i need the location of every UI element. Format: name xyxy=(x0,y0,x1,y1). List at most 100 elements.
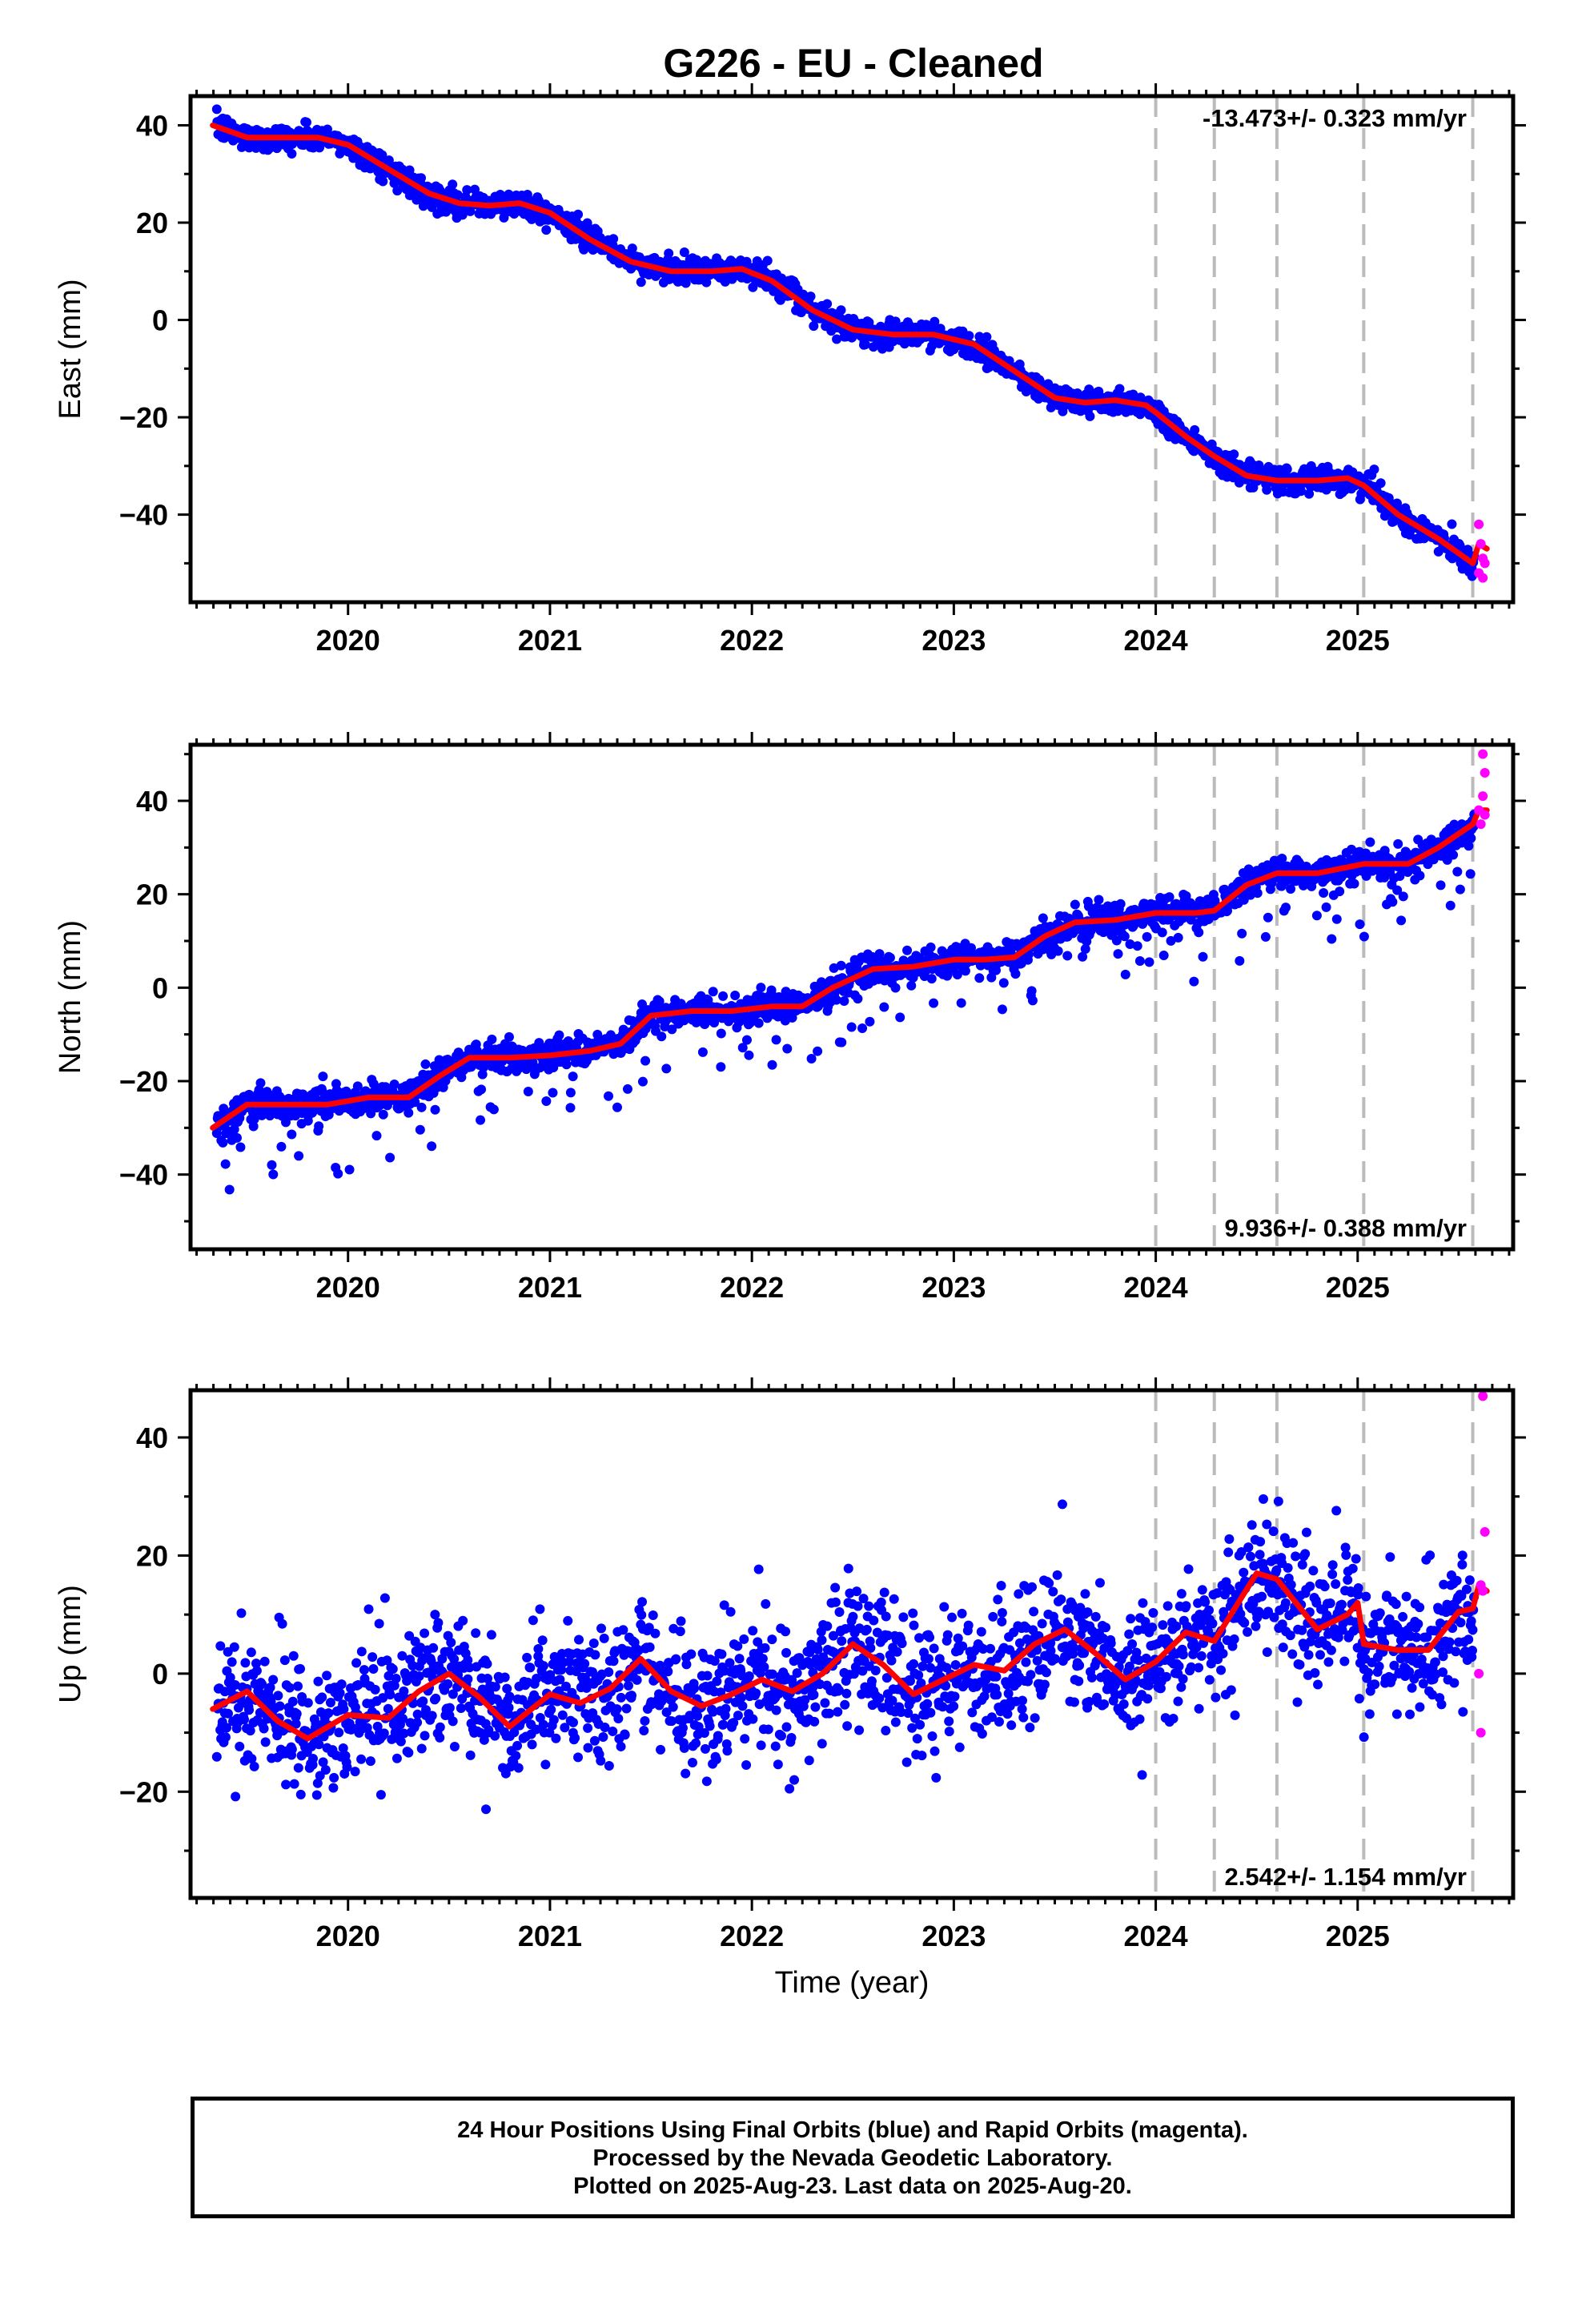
final-orbit-point xyxy=(1359,931,1369,942)
panel-north: 2020 2021 2022 2023 2024 202540200−20−40North… xyxy=(54,732,1526,1304)
final-orbit-point xyxy=(435,1722,445,1732)
final-orbit-point xyxy=(545,1670,556,1680)
final-orbit-point xyxy=(654,996,665,1007)
final-orbit-point xyxy=(787,1012,797,1023)
final-orbit-point xyxy=(244,1705,255,1715)
final-orbit-point xyxy=(399,1728,409,1739)
final-orbit-point xyxy=(342,1762,352,1772)
model-curve xyxy=(210,807,1490,1131)
final-orbit-point xyxy=(231,1791,241,1802)
final-orbit-point xyxy=(952,970,962,980)
final-orbit-point xyxy=(538,1719,548,1730)
final-orbit-point xyxy=(317,1692,327,1703)
final-orbit-point xyxy=(604,1091,614,1101)
final-orbit-point xyxy=(223,1708,233,1719)
final-orbit-point xyxy=(500,1768,511,1779)
final-orbit-point xyxy=(275,1701,285,1711)
final-orbit-point xyxy=(616,1692,626,1703)
final-orbit-point xyxy=(303,1698,313,1708)
final-orbit-point xyxy=(293,1763,303,1773)
final-orbit-point xyxy=(640,1055,651,1066)
x-tick-label: 2024 xyxy=(1124,624,1188,657)
final-orbit-point xyxy=(428,1642,439,1653)
final-orbit-point xyxy=(281,1779,291,1790)
x-tick-label: 2025 xyxy=(1326,1271,1390,1304)
final-orbit-point xyxy=(265,1683,275,1693)
rapid-orbit-point xyxy=(1478,791,1488,802)
final-orbit-point xyxy=(356,1754,367,1764)
final-orbit-point xyxy=(621,1703,632,1714)
final-orbit-point xyxy=(293,1681,303,1691)
final-orbit-point xyxy=(287,1696,298,1707)
final-orbit-point xyxy=(600,1722,610,1732)
final-orbit-point xyxy=(430,1610,440,1620)
final-orbit-point xyxy=(570,1733,580,1743)
final-orbit-point xyxy=(279,1655,290,1666)
final-orbit-point xyxy=(312,1778,323,1788)
final-orbit-point xyxy=(446,1637,456,1647)
final-orbit-point xyxy=(268,1675,279,1685)
y-axis-label: East (mm) xyxy=(54,279,87,419)
final-orbit-point xyxy=(1144,957,1154,967)
final-orbit-point xyxy=(608,234,619,244)
final-orbit-point xyxy=(431,1693,441,1703)
final-orbit-point xyxy=(323,1708,334,1719)
final-orbit-point xyxy=(885,952,895,963)
final-orbit-point xyxy=(744,1050,754,1060)
final-orbit-point xyxy=(1111,935,1122,946)
final-orbit-point xyxy=(416,173,427,183)
final-orbit-point xyxy=(385,1152,396,1163)
final-orbit-point xyxy=(1445,900,1456,911)
final-orbit-point xyxy=(391,1674,401,1684)
final-orbit-point xyxy=(465,1750,476,1760)
final-orbit-point xyxy=(211,1751,222,1762)
final-orbit-point xyxy=(1260,931,1271,942)
x-tick-label: 2025 xyxy=(1326,624,1390,657)
final-orbit-point xyxy=(311,1719,321,1729)
final-orbit-point xyxy=(284,1683,295,1693)
final-orbit-point xyxy=(490,1731,500,1741)
model-curve xyxy=(210,123,1490,566)
final-orbit-point xyxy=(632,1675,642,1685)
final-orbit-point xyxy=(806,1054,817,1064)
final-orbit-point xyxy=(414,1671,424,1682)
final-orbit-point xyxy=(378,1693,388,1703)
final-orbit-point xyxy=(1463,545,1473,555)
final-orbit-point xyxy=(1115,899,1126,909)
final-orbit-point xyxy=(757,992,768,1003)
final-orbit-point xyxy=(906,980,917,991)
final-orbit-point xyxy=(956,998,966,1008)
final-orbit-point xyxy=(596,1623,607,1634)
final-orbit-point xyxy=(452,190,463,200)
final-orbit-point xyxy=(1365,837,1375,847)
final-orbit-point xyxy=(325,1697,335,1707)
final-orbit-point xyxy=(1027,995,1038,1006)
final-orbit-point xyxy=(527,1739,537,1750)
final-orbit-point xyxy=(335,1688,345,1699)
final-orbit-point xyxy=(344,1164,355,1175)
final-orbit-point xyxy=(382,1655,392,1666)
final-orbit-point xyxy=(1085,411,1095,421)
final-orbit-point xyxy=(239,1715,249,1725)
final-orbit-point xyxy=(612,1102,622,1112)
final-orbit-point xyxy=(334,1727,344,1738)
final-orbit-point xyxy=(829,963,839,973)
figure-title: G226 - EU - Cleaned xyxy=(663,41,1043,86)
x-tick-label: 2021 xyxy=(518,624,582,657)
final-orbit-point xyxy=(532,1674,542,1684)
final-orbit-point xyxy=(623,1680,633,1691)
final-orbit-point xyxy=(541,1096,552,1106)
final-orbit-point xyxy=(240,1658,251,1668)
final-orbit-point xyxy=(295,1789,306,1799)
x-tick-label: 2022 xyxy=(720,624,784,657)
rapid-orbit-point xyxy=(1480,558,1490,569)
y-tick-label: −20 xyxy=(119,1065,168,1098)
final-orbit-point xyxy=(370,1684,380,1695)
final-orbit-point xyxy=(535,1604,545,1614)
final-orbit-point xyxy=(599,1633,609,1643)
final-orbit-point xyxy=(371,1131,382,1141)
x-tick-label: 2020 xyxy=(316,1271,380,1304)
final-orbit-point xyxy=(1198,951,1208,962)
final-orbit-point xyxy=(1466,833,1476,843)
final-orbit-point xyxy=(504,1703,514,1713)
